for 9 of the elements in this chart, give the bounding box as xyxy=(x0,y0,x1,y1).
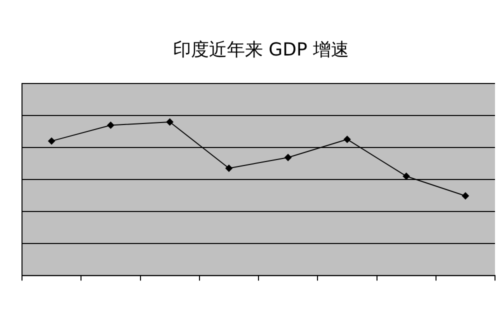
point xyxy=(225,164,232,172)
point xyxy=(166,118,174,126)
chart-title: 印度近年来 GDP 增速 xyxy=(172,39,350,60)
point xyxy=(402,172,410,180)
point xyxy=(462,192,469,200)
point xyxy=(284,154,292,161)
point xyxy=(344,136,351,143)
point xyxy=(48,138,56,145)
point xyxy=(107,122,114,129)
